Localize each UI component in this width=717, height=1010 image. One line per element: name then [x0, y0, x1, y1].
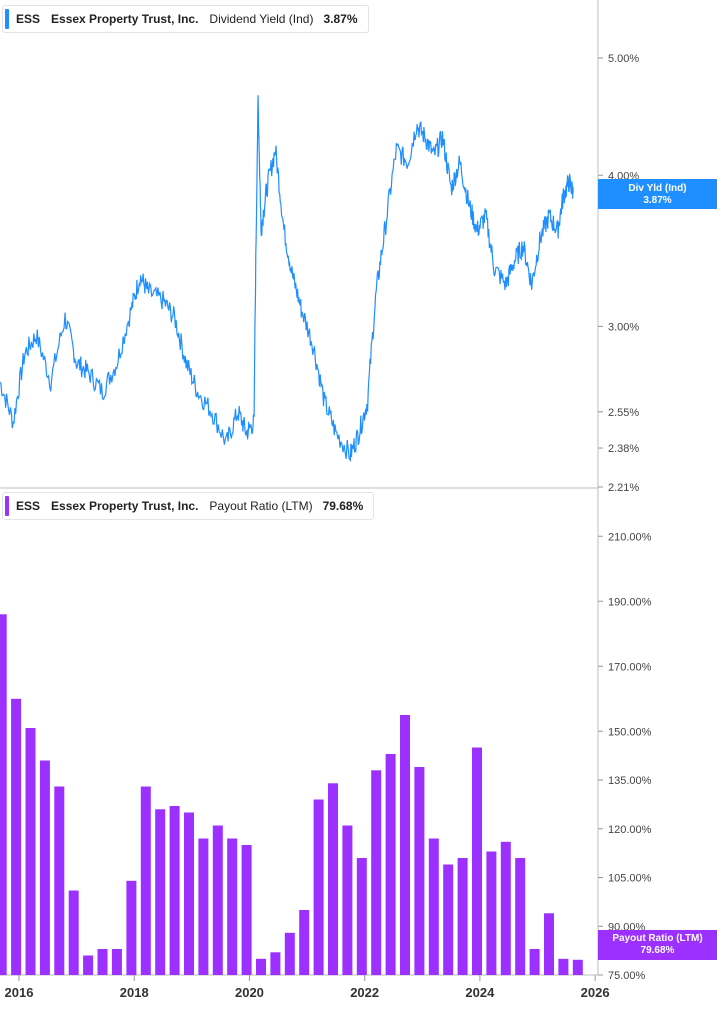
payout-ratio-bar [155, 809, 166, 976]
top-legend-metric: Dividend Yield (Ind) [209, 12, 314, 26]
top-legend-company: Essex Property Trust, Inc. [51, 12, 199, 26]
top-legend-swatch [5, 9, 9, 29]
payout-ratio-bar [500, 841, 511, 976]
payout-ratio-bar [256, 958, 266, 976]
payout-ratio-bar [11, 698, 22, 976]
x-tick-label: 2018 [120, 985, 149, 1000]
payout-ratio-bar [529, 949, 540, 975]
payout-ratio-bar [313, 799, 324, 975]
top-y-tick-label: 2.55% [608, 407, 639, 419]
payout-ratio-bar [126, 880, 137, 976]
payout-ratio-bar [184, 812, 194, 975]
payout-ratio-bar [342, 825, 353, 975]
top-y-tick-label: 2.21% [608, 482, 639, 494]
x-tick-label: 2020 [235, 985, 264, 1000]
payout-ratio-bar [0, 614, 7, 976]
payout-ratio-bar [227, 838, 238, 975]
top-value-badge: Div Yld (Ind) 3.87% [598, 179, 717, 209]
bottom-y-tick-label: 75.00% [608, 970, 646, 982]
payout-ratio-bar [356, 858, 367, 975]
top-y-tick-label: 5.00% [608, 53, 639, 65]
top-badge-label: Div Yld (Ind) [628, 183, 687, 194]
bottom-y-tick-label: 120.00% [608, 824, 652, 836]
payout-ratio-bar [328, 783, 338, 976]
top-legend-ticker: ESS [16, 12, 41, 26]
payout-ratio-bar [198, 838, 209, 975]
bottom-legend-company: Essex Property Trust, Inc. [51, 499, 199, 513]
payout-ratio-bar [414, 767, 425, 975]
payout-ratio-bar [39, 760, 50, 975]
top-legend-value: 3.87% [323, 12, 358, 26]
payout-ratio-bar [443, 864, 454, 975]
dividend-yield-line [0, 95, 574, 463]
payout-ratio-bar [371, 770, 382, 976]
payout-ratio-bar [25, 728, 36, 975]
bottom-y-tick-label: 210.00% [608, 531, 652, 543]
bottom-legend-metric: Payout Ratio (LTM) [209, 499, 313, 513]
bottom-y-tick-label: 105.00% [608, 873, 652, 885]
payout-ratio-bar [385, 754, 396, 975]
top-badge-value: 3.87% [643, 195, 672, 206]
payout-ratio-bar [558, 958, 569, 976]
bottom-legend-value: 79.68% [322, 499, 364, 513]
bottom-legend: ESS Essex Property Trust, Inc. Payout Ra… [2, 492, 375, 520]
x-tick-label: 2024 [465, 985, 495, 1000]
payout-ratio-bar [544, 913, 554, 976]
bottom-y-tick-label: 150.00% [608, 726, 652, 738]
payout-ratio-bar [54, 786, 65, 975]
payout-ratio-bar [428, 838, 439, 975]
payout-ratio-bar [111, 949, 122, 975]
bottom-badge-value: 79.68% [640, 945, 675, 956]
payout-ratio-bar [299, 910, 310, 975]
x-tick-label: 2022 [350, 985, 379, 1000]
top-y-tick-label: 3.00% [608, 321, 639, 333]
payout-ratio-bar [212, 825, 223, 975]
bottom-y-tick-label: 170.00% [608, 661, 652, 673]
payout-ratio-bar [83, 955, 94, 975]
payout-ratio-bar [457, 858, 468, 975]
payout-ratio-bar [97, 949, 108, 975]
payout-ratio-bar [400, 715, 410, 975]
payout-ratio-bar [284, 932, 295, 976]
top-legend: ESS Essex Property Trust, Inc. Dividend … [2, 5, 369, 33]
payout-ratio-bar [140, 786, 151, 975]
top-y-tick-label: 2.38% [608, 443, 639, 455]
bottom-value-badge: Payout Ratio (LTM) 79.68% [598, 930, 717, 960]
payout-ratio-bar [572, 959, 583, 975]
payout-ratio-bar [169, 806, 180, 975]
bottom-y-tick-label: 135.00% [608, 775, 652, 787]
bottom-y-tick-label: 190.00% [608, 596, 652, 608]
bottom-legend-ticker: ESS [16, 499, 41, 513]
payout-ratio-bar [472, 747, 482, 975]
payout-ratio-bar [270, 952, 281, 976]
payout-ratio-bar [68, 890, 79, 975]
bottom-legend-swatch [5, 496, 9, 516]
x-tick-label: 2016 [5, 985, 34, 1000]
x-tick-label: 2026 [581, 985, 610, 1000]
payout-ratio-bar [515, 858, 526, 975]
payout-ratio-bar [241, 845, 252, 975]
bottom-badge-label: Payout Ratio (LTM) [612, 933, 703, 944]
payout-ratio-bar [486, 851, 497, 975]
